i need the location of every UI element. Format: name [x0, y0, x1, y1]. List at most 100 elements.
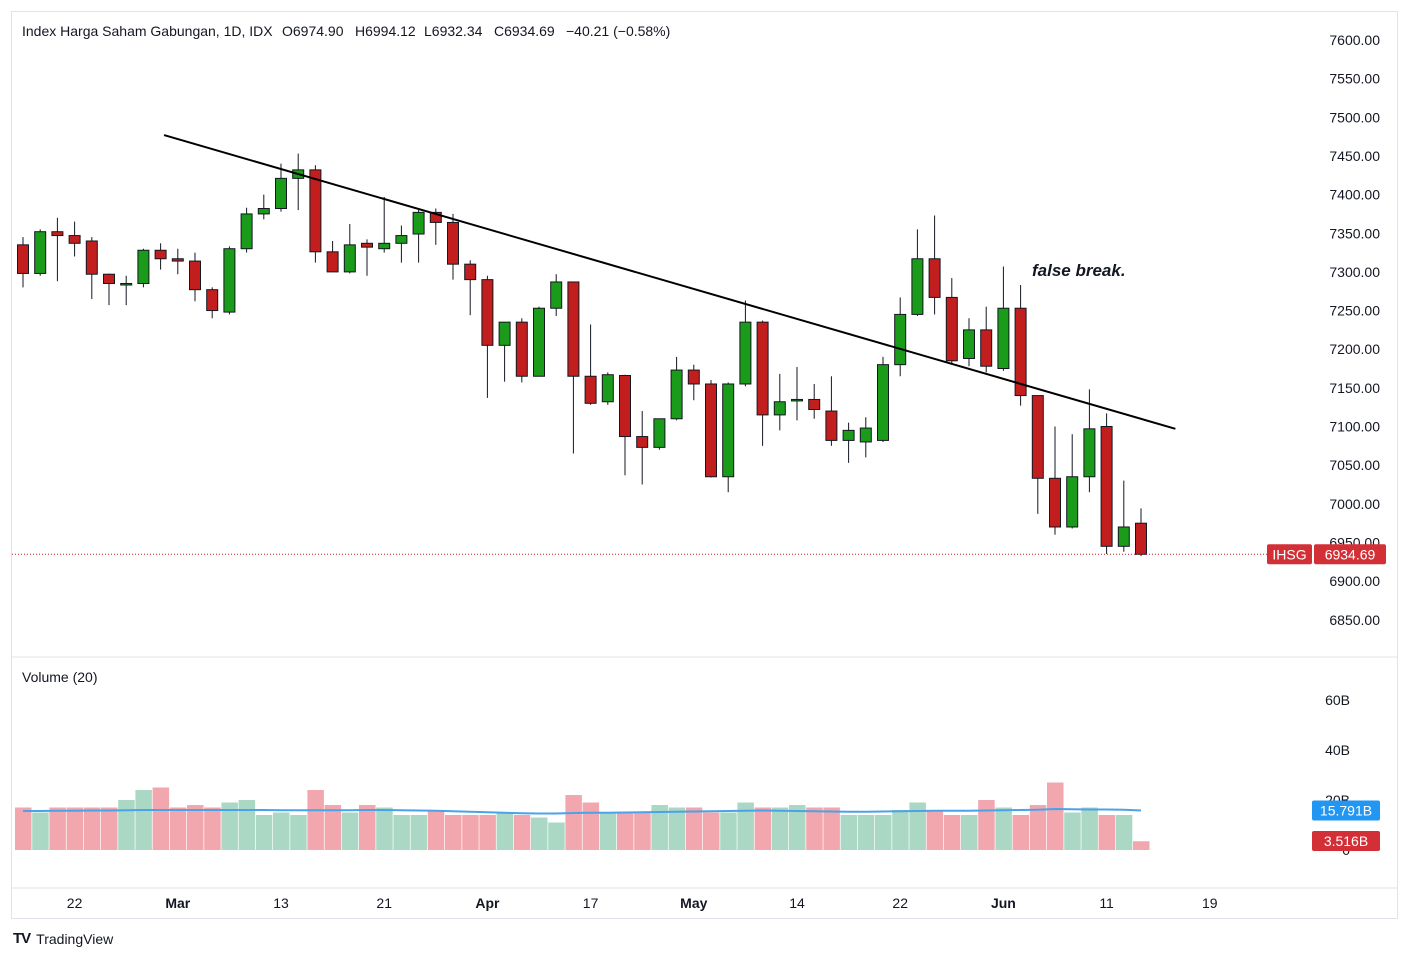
- volume-bar: [187, 805, 204, 850]
- volume-bar: [273, 812, 290, 850]
- volume-bar: [1115, 815, 1133, 850]
- ohlc-open: O6974.90: [282, 23, 344, 39]
- candle-body: [17, 244, 29, 274]
- candle-body: [928, 258, 941, 298]
- volume-bar: [582, 802, 600, 850]
- volume-bar: [754, 807, 772, 850]
- volume-pane-label: Volume (20): [22, 669, 97, 685]
- volume-bar: [238, 800, 256, 850]
- chart-frame: [11, 11, 1398, 919]
- volume-ma-label-box: [1312, 800, 1380, 821]
- price-tick-label: 7250.00: [1329, 303, 1380, 319]
- tradingview-logo-icon[interactable]: TV: [13, 930, 31, 947]
- volume-bar: [1133, 841, 1150, 850]
- price-tick-label: 7200.00: [1329, 341, 1380, 357]
- price-tick-label: 7500.00: [1329, 109, 1380, 125]
- candle-body: [722, 383, 735, 478]
- time-axis-label: 19: [1202, 895, 1218, 911]
- candle-body: [51, 231, 64, 237]
- volume-bar: [943, 815, 961, 850]
- price-tick-label: 7550.00: [1329, 71, 1380, 87]
- last-price-label-box: [1314, 544, 1386, 565]
- volume-bar: [823, 807, 840, 850]
- candle-body: [464, 263, 477, 281]
- candle-body: [894, 313, 907, 366]
- trendline: [163, 134, 1176, 430]
- candle-body: [687, 369, 700, 385]
- candle-body: [911, 258, 924, 315]
- volume-bar: [548, 822, 565, 850]
- candle-body: [429, 211, 442, 223]
- candle-body: [103, 273, 115, 284]
- volume-bar: [961, 815, 978, 850]
- candle-body: [34, 231, 47, 274]
- volume-bar: [66, 807, 84, 850]
- volume-ma-line: [23, 807, 1142, 815]
- volume-bar: [651, 805, 668, 850]
- volume-bar: [427, 810, 445, 850]
- candle-body: [326, 251, 339, 273]
- candle-body: [240, 213, 253, 250]
- volume-bar: [978, 800, 995, 850]
- candle-body: [1083, 428, 1096, 478]
- volume-bar: [1081, 807, 1098, 850]
- time-axis-label: 17: [583, 895, 599, 911]
- volume-bar: [565, 795, 582, 850]
- candle-body: [636, 436, 649, 448]
- candle-body: [567, 281, 580, 377]
- volume-bar: [737, 802, 754, 850]
- volume-bar: [617, 812, 634, 850]
- volume-bar: [152, 787, 170, 850]
- time-axis-label: Apr: [475, 895, 500, 911]
- price-tick-label: 7600.00: [1329, 32, 1380, 48]
- volume-bar: [445, 815, 462, 850]
- volume-bar: [1012, 815, 1030, 850]
- volume-bar: [926, 810, 944, 850]
- time-axis-label: 21: [376, 895, 392, 911]
- time-axis-label: Mar: [165, 895, 190, 911]
- candle-body: [223, 248, 236, 313]
- candle-body: [877, 364, 889, 441]
- candle-body: [412, 211, 425, 235]
- price-tick-label: 7050.00: [1329, 457, 1380, 473]
- candle-body: [137, 249, 150, 284]
- volume-bar: [118, 800, 135, 850]
- volume-bar: [496, 812, 514, 850]
- price-tick-label: 7300.00: [1329, 264, 1380, 280]
- volume-bar: [1029, 805, 1047, 850]
- time-axis-label: 13: [273, 895, 289, 911]
- volume-bar: [789, 805, 806, 850]
- time-axis-label: Jun: [991, 895, 1016, 911]
- candle-body: [1117, 526, 1130, 547]
- candle-body: [498, 321, 511, 346]
- volume-bar: [32, 812, 49, 850]
- candle-body: [120, 282, 133, 286]
- volume-bar: [255, 815, 273, 850]
- candle-body: [515, 321, 528, 377]
- volume-bar: [531, 817, 548, 850]
- price-tick-label: 7100.00: [1329, 419, 1380, 435]
- candle-body: [739, 321, 752, 385]
- volume-bar: [703, 812, 720, 850]
- tradingview-brand[interactable]: TradingView: [36, 930, 114, 947]
- volume-bar: [513, 815, 531, 850]
- candle-body: [1066, 476, 1079, 528]
- volume-bar: [599, 812, 617, 850]
- time-axis-label: May: [680, 895, 707, 911]
- candle-body: [705, 383, 717, 478]
- volume-tick-label: 40B: [1325, 742, 1350, 758]
- candle-body: [1135, 522, 1147, 555]
- candle-body: [85, 240, 98, 275]
- candle-body: [997, 307, 1010, 370]
- candle-body: [68, 235, 81, 244]
- volume-bar: [806, 807, 823, 850]
- volume-current-label-box: [1312, 831, 1380, 851]
- volume-bar: [15, 807, 32, 850]
- candle-body: [275, 177, 287, 210]
- candle-body: [343, 244, 356, 273]
- volume-bar: [290, 815, 307, 850]
- candle-body: [653, 418, 666, 448]
- candle-body: [481, 279, 494, 346]
- last-price-label: 6934.69: [1325, 546, 1376, 562]
